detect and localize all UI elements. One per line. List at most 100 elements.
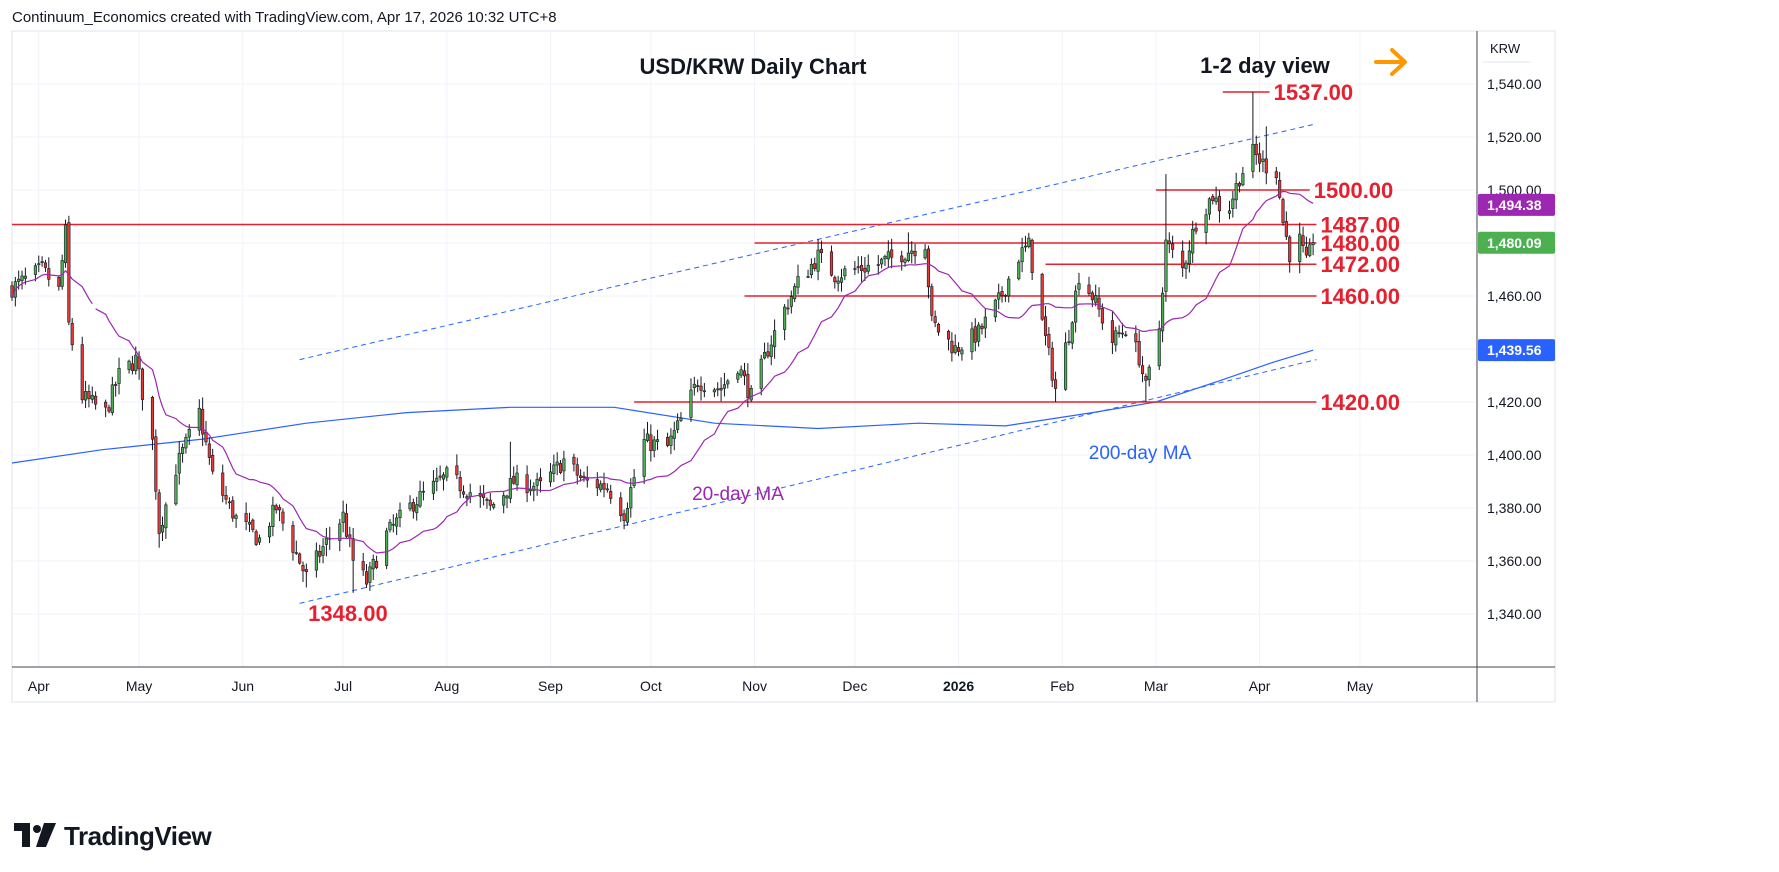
candle-body[interactable] [508, 478, 512, 499]
candle-body[interactable] [485, 499, 489, 501]
candle-body[interactable] [689, 389, 693, 418]
candle-body[interactable] [110, 384, 114, 413]
candle-body[interactable] [809, 264, 813, 275]
candle-body[interactable] [766, 351, 770, 357]
candle-body[interactable] [555, 461, 559, 466]
candle-body[interactable] [1237, 183, 1242, 187]
candle-body[interactable] [696, 385, 700, 387]
candle-body[interactable] [789, 296, 793, 307]
candle-body[interactable] [993, 299, 997, 318]
candle-body[interactable] [1191, 228, 1195, 254]
candle-body[interactable] [1234, 183, 1238, 201]
candle-body[interactable] [314, 550, 318, 571]
candle-body[interactable] [107, 407, 111, 412]
candle-body[interactable] [395, 517, 399, 527]
candle-body[interactable] [184, 437, 188, 449]
candle-body[interactable] [890, 249, 894, 258]
candle-body[interactable] [271, 504, 275, 527]
candle-body[interactable] [10, 285, 14, 298]
candle-body[interactable] [562, 458, 566, 472]
candle-body[interactable] [736, 373, 740, 380]
candle-body[interactable] [1144, 375, 1148, 381]
candle-body[interactable] [1097, 297, 1101, 310]
candle-body[interactable] [960, 349, 964, 355]
candle-body[interactable] [997, 292, 1001, 300]
candle-body[interactable] [274, 505, 278, 511]
candle-body[interactable] [548, 471, 553, 483]
candle-body[interactable] [1027, 237, 1031, 248]
candle-body[interactable] [1288, 236, 1292, 263]
time-axis[interactable]: Apr May Jun Jul Aug Sep Oct Nov Dec 2026 Feb Mar Apr… [28, 678, 1373, 694]
candle-body[interactable] [301, 565, 305, 572]
candle-body[interactable] [502, 495, 506, 506]
price-axis[interactable]: KRW 1,340.00 1,360.00 1,380.00 1,400.00 1,420… [1478, 41, 1555, 622]
candle-body[interactable] [953, 345, 957, 353]
candle-body[interactable] [324, 537, 328, 545]
candle-body[interactable] [20, 275, 24, 281]
candle-body[interactable] [304, 569, 308, 573]
candle-body[interactable] [749, 387, 753, 401]
candle-body[interactable] [796, 276, 800, 288]
candle-body[interactable] [669, 435, 673, 446]
candle-body[interactable] [666, 436, 670, 446]
candle-body[interactable] [398, 509, 402, 518]
candle-body[interactable] [1187, 250, 1191, 265]
candle-body[interactable] [652, 439, 656, 451]
candle-body[interactable] [1264, 158, 1268, 174]
candle-body[interactable] [364, 571, 369, 585]
candle-body[interactable] [418, 491, 422, 507]
candle-body[interactable] [1110, 320, 1114, 343]
candle-body[interactable] [455, 465, 459, 476]
candle-body[interactable] [625, 508, 629, 523]
candle-body[interactable] [629, 487, 633, 509]
candle-body[interactable] [649, 434, 653, 451]
candle-body[interactable] [582, 475, 586, 479]
candle-body[interactable] [1184, 262, 1188, 269]
candle-body[interactable] [719, 387, 723, 391]
candle-body[interactable] [1164, 239, 1168, 292]
candle-body[interactable] [1311, 242, 1315, 246]
candle-body[interactable] [532, 485, 536, 491]
candle-body[interactable] [1258, 153, 1262, 164]
candle-body[interactable] [632, 477, 636, 486]
candle-body[interactable] [33, 265, 37, 275]
candle-body[interactable] [1298, 233, 1302, 262]
candle-body[interactable] [224, 495, 228, 500]
candle-body[interactable] [84, 391, 88, 401]
candle-body[interactable] [676, 420, 680, 430]
candle-body[interactable] [977, 324, 981, 342]
candle-body[interactable] [1020, 247, 1024, 263]
candle-body[interactable] [294, 552, 298, 554]
candle-body[interactable] [1030, 239, 1034, 273]
candle-body[interactable] [575, 464, 579, 476]
candle-body[interactable] [488, 499, 492, 506]
candle-body[interactable] [298, 553, 302, 564]
candle-body[interactable] [1278, 179, 1282, 198]
candle-body[interactable] [880, 258, 884, 265]
candle-body[interactable] [1214, 197, 1218, 203]
candle-body[interactable] [134, 354, 138, 372]
candle-body[interactable] [1301, 235, 1305, 247]
candle-body[interactable] [572, 456, 576, 465]
candle-body[interactable] [903, 259, 907, 263]
candle-body[interactable] [913, 250, 917, 257]
candle-body[interactable] [114, 384, 118, 386]
candle-body[interactable] [70, 322, 74, 346]
candle-body[interactable] [863, 267, 867, 273]
candle-body[interactable] [1000, 291, 1004, 296]
candle-body[interactable] [505, 495, 509, 499]
candle-body[interactable] [957, 347, 961, 352]
candle-body[interactable] [883, 256, 887, 260]
candle-body[interactable] [17, 278, 21, 282]
candle-body[interactable] [1117, 332, 1121, 335]
candle-body[interactable] [221, 472, 225, 496]
candle-body[interactable] [829, 251, 834, 276]
candle-body[interactable] [1157, 328, 1161, 367]
candle-body[interactable] [1087, 284, 1091, 294]
candle-body[interactable] [739, 369, 743, 376]
candle-body[interactable] [1003, 294, 1007, 297]
candle-body[interactable] [361, 561, 365, 571]
candle-body[interactable] [181, 447, 185, 454]
candle-body[interactable] [338, 523, 342, 541]
candle-body[interactable] [926, 248, 931, 288]
